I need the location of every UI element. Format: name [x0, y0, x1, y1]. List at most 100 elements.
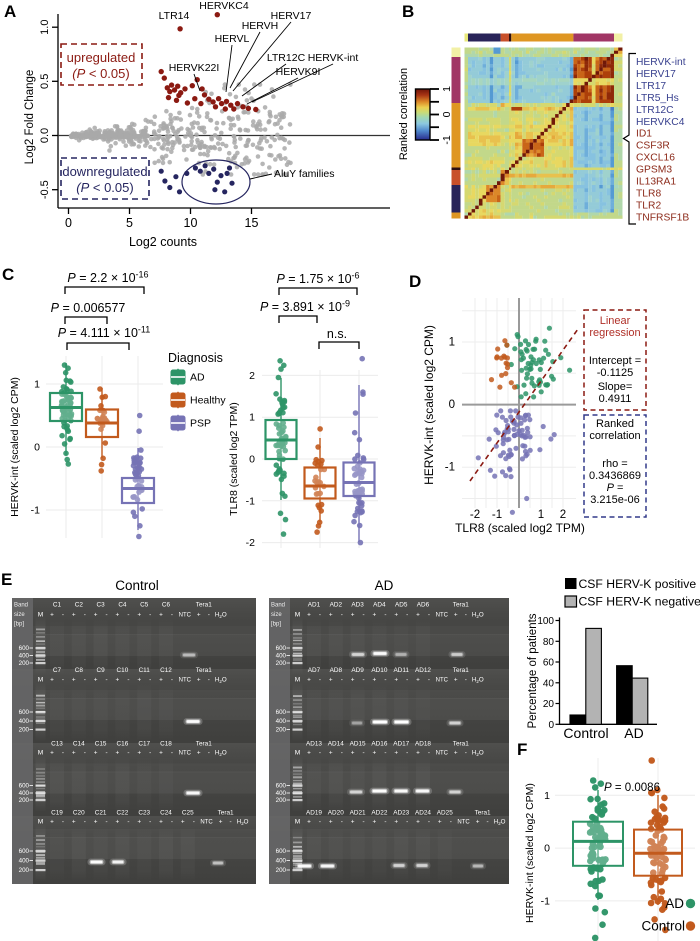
- svg-text:P = 1.75 × 10-6: P = 1.75 × 10-6: [276, 271, 359, 287]
- svg-text:M: M: [295, 612, 301, 619]
- svg-text:400: 400: [276, 718, 287, 725]
- svg-text:-: -: [465, 612, 467, 619]
- svg-text:+: +: [373, 612, 377, 619]
- svg-text:n.s.: n.s.: [327, 327, 347, 341]
- svg-text:AD2: AD2: [330, 602, 343, 609]
- svg-text:-: -: [62, 750, 64, 757]
- svg-text:upregulated: upregulated: [67, 50, 136, 65]
- svg-text:-: -: [406, 677, 408, 684]
- svg-text:+: +: [373, 750, 377, 757]
- svg-text:+: +: [307, 612, 311, 619]
- svg-text:Diagnosis: Diagnosis: [168, 351, 223, 365]
- svg-text:-2: -2: [246, 537, 255, 549]
- svg-text:-: -: [384, 677, 386, 684]
- svg-text:+: +: [329, 677, 333, 684]
- svg-text:+: +: [50, 819, 54, 826]
- svg-text:-: -: [171, 750, 173, 757]
- svg-text:correlation: correlation: [589, 430, 640, 442]
- svg-text:IL13RA1: IL13RA1: [636, 177, 676, 188]
- svg-text:-: -: [208, 612, 210, 619]
- svg-text:TLR8 (scaled log2 TPM): TLR8 (scaled log2 TPM): [455, 521, 585, 535]
- svg-text:15: 15: [245, 216, 259, 230]
- svg-text:HERVKC4: HERVKC4: [199, 0, 249, 12]
- svg-text:-: -: [341, 819, 343, 826]
- svg-text:400: 400: [276, 858, 287, 865]
- svg-text:NTC: NTC: [179, 613, 192, 619]
- svg-text:C13: C13: [51, 741, 63, 748]
- svg-text:C1: C1: [53, 602, 62, 609]
- svg-text:AD8: AD8: [330, 667, 343, 674]
- svg-text:-: -: [363, 819, 365, 826]
- svg-text:AD25: AD25: [437, 810, 453, 817]
- svg-text:Tera1: Tera1: [196, 741, 212, 748]
- svg-text:1: 1: [249, 412, 255, 424]
- svg-text:AD11: AD11: [393, 667, 409, 674]
- svg-text:Linear: Linear: [600, 315, 631, 327]
- svg-text:-0.5: -0.5: [39, 180, 51, 199]
- svg-text:-: -: [384, 750, 386, 757]
- svg-text:+: +: [159, 819, 163, 826]
- svg-text:-: -: [319, 677, 321, 684]
- svg-text:+: +: [94, 612, 98, 619]
- svg-text:-: -: [428, 612, 430, 619]
- svg-text:-: -: [149, 677, 151, 684]
- svg-text:-: -: [106, 612, 108, 619]
- svg-text:-: -: [450, 819, 452, 826]
- svg-text:AluY families: AluY families: [274, 168, 335, 180]
- svg-text:M: M: [38, 750, 44, 757]
- svg-text:-1: -1: [31, 505, 40, 517]
- svg-text:+: +: [159, 612, 163, 619]
- svg-text:P = 0.006577: P = 0.006577: [51, 301, 126, 315]
- svg-text:P = 0.0086: P = 0.0086: [604, 782, 660, 794]
- svg-text:M: M: [38, 612, 44, 619]
- svg-text:-: -: [127, 750, 129, 757]
- svg-text:-: -: [149, 612, 151, 619]
- svg-text:M: M: [295, 677, 301, 684]
- svg-text:Band: Band: [14, 603, 28, 609]
- svg-text:0: 0: [548, 720, 554, 731]
- svg-text:HERVK-int (scaled log2 CPM): HERVK-int (scaled log2 CPM): [9, 377, 21, 517]
- svg-text:-: -: [208, 677, 210, 684]
- svg-text:5: 5: [126, 216, 133, 230]
- svg-text:-: -: [384, 819, 386, 826]
- svg-text:ID1: ID1: [636, 129, 652, 140]
- svg-text:LTR17: LTR17: [636, 81, 666, 92]
- svg-text:+: +: [416, 750, 420, 757]
- svg-text:-: -: [171, 677, 173, 684]
- svg-text:Control: Control: [115, 578, 159, 593]
- svg-text:size: size: [271, 612, 282, 618]
- svg-text:-1: -1: [445, 462, 455, 474]
- svg-text:C18: C18: [160, 741, 172, 748]
- svg-text:+: +: [72, 819, 76, 826]
- svg-text:+: +: [72, 677, 76, 684]
- svg-text:+: +: [116, 750, 120, 757]
- svg-text:-: -: [84, 612, 86, 619]
- svg-text:0: 0: [65, 216, 72, 230]
- svg-text:CSF3R: CSF3R: [636, 141, 670, 152]
- svg-text:-: -: [230, 819, 232, 826]
- svg-text:-: -: [149, 750, 151, 757]
- svg-text:AD6: AD6: [417, 602, 430, 609]
- svg-text:-: -: [406, 750, 408, 757]
- svg-text:200: 200: [276, 867, 287, 874]
- svg-text:C14: C14: [73, 741, 85, 748]
- svg-text:1: 1: [538, 509, 544, 521]
- svg-text:+: +: [373, 819, 377, 826]
- svg-text:+: +: [94, 819, 98, 826]
- svg-text:-: -: [84, 750, 86, 757]
- svg-text:-: -: [62, 677, 64, 684]
- svg-text:AD10: AD10: [371, 667, 387, 674]
- svg-text:Control: Control: [641, 919, 685, 934]
- svg-text:-: -: [363, 750, 365, 757]
- svg-text:NTC: NTC: [436, 751, 449, 757]
- svg-text:Healthy: Healthy: [190, 395, 226, 407]
- svg-text:C15: C15: [95, 741, 107, 748]
- svg-text:-1: -1: [441, 135, 453, 144]
- svg-text:+: +: [219, 819, 223, 826]
- svg-text:C16: C16: [117, 741, 129, 748]
- svg-text:HERVKC4: HERVKC4: [636, 117, 685, 128]
- svg-text:-: -: [127, 819, 129, 826]
- svg-text:-: -: [465, 750, 467, 757]
- svg-text:M: M: [38, 819, 44, 826]
- svg-text:+: +: [394, 612, 398, 619]
